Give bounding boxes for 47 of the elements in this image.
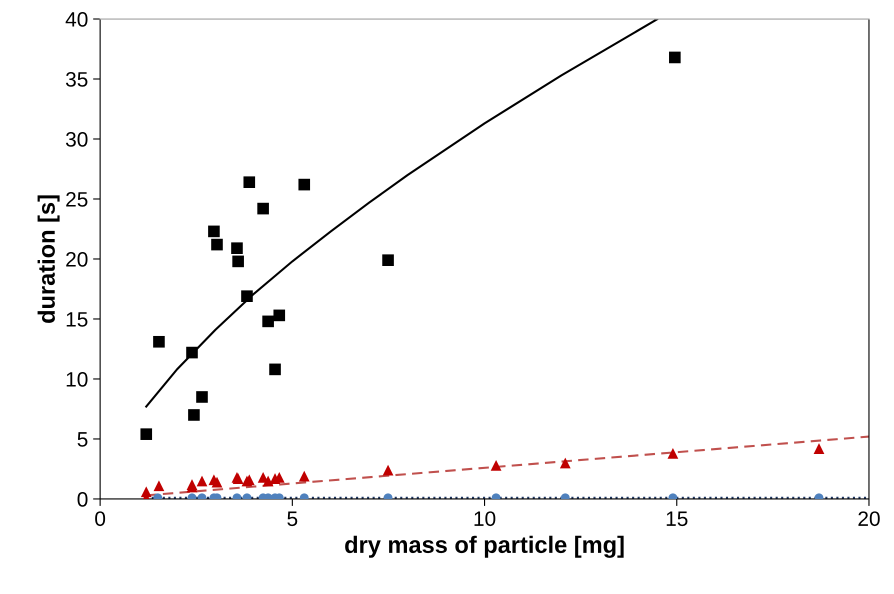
point — [186, 479, 198, 490]
point — [668, 448, 678, 459]
point — [490, 460, 502, 471]
point — [186, 346, 198, 358]
line-series — [145, 19, 659, 408]
point — [269, 364, 281, 376]
point — [140, 486, 152, 498]
x-tick-label: 10 — [474, 511, 496, 526]
point — [298, 470, 310, 482]
y-tick-label: 15 — [66, 312, 88, 327]
point — [382, 254, 394, 266]
x-tick-label: 0 — [95, 511, 106, 526]
point — [153, 336, 165, 348]
y-axis-title: duration [s] — [38, 195, 60, 323]
y-tick-label: 20 — [66, 252, 88, 267]
point — [257, 202, 269, 214]
x-axis-title: dry mass of particle [mg] — [345, 536, 624, 558]
point — [196, 476, 208, 486]
point — [814, 443, 824, 454]
x-tick-label: 20 — [858, 511, 880, 526]
point — [212, 476, 222, 488]
point — [262, 316, 274, 328]
point — [196, 391, 208, 403]
point — [560, 458, 571, 468]
point — [243, 176, 256, 188]
point — [262, 476, 274, 486]
y-tick-label: 10 — [66, 372, 88, 387]
point — [140, 428, 152, 440]
y-tick-label: 40 — [66, 12, 88, 27]
point — [188, 409, 200, 421]
y-tick-label: 30 — [66, 132, 88, 147]
point — [231, 242, 243, 254]
point — [241, 290, 253, 302]
x-tick-label: 15 — [666, 512, 688, 526]
point — [298, 178, 310, 190]
point — [211, 238, 223, 250]
point — [154, 480, 164, 492]
point — [208, 226, 220, 238]
y-tick-label: 0 — [78, 492, 88, 507]
point — [232, 256, 244, 268]
y-tick-label: 25 — [66, 192, 88, 207]
point — [382, 464, 394, 476]
x-tick-label: 5 — [287, 512, 298, 526]
y-tick-label: 5 — [78, 432, 88, 447]
point — [273, 310, 286, 322]
y-tick-label: 35 — [66, 72, 88, 87]
point — [669, 52, 681, 64]
